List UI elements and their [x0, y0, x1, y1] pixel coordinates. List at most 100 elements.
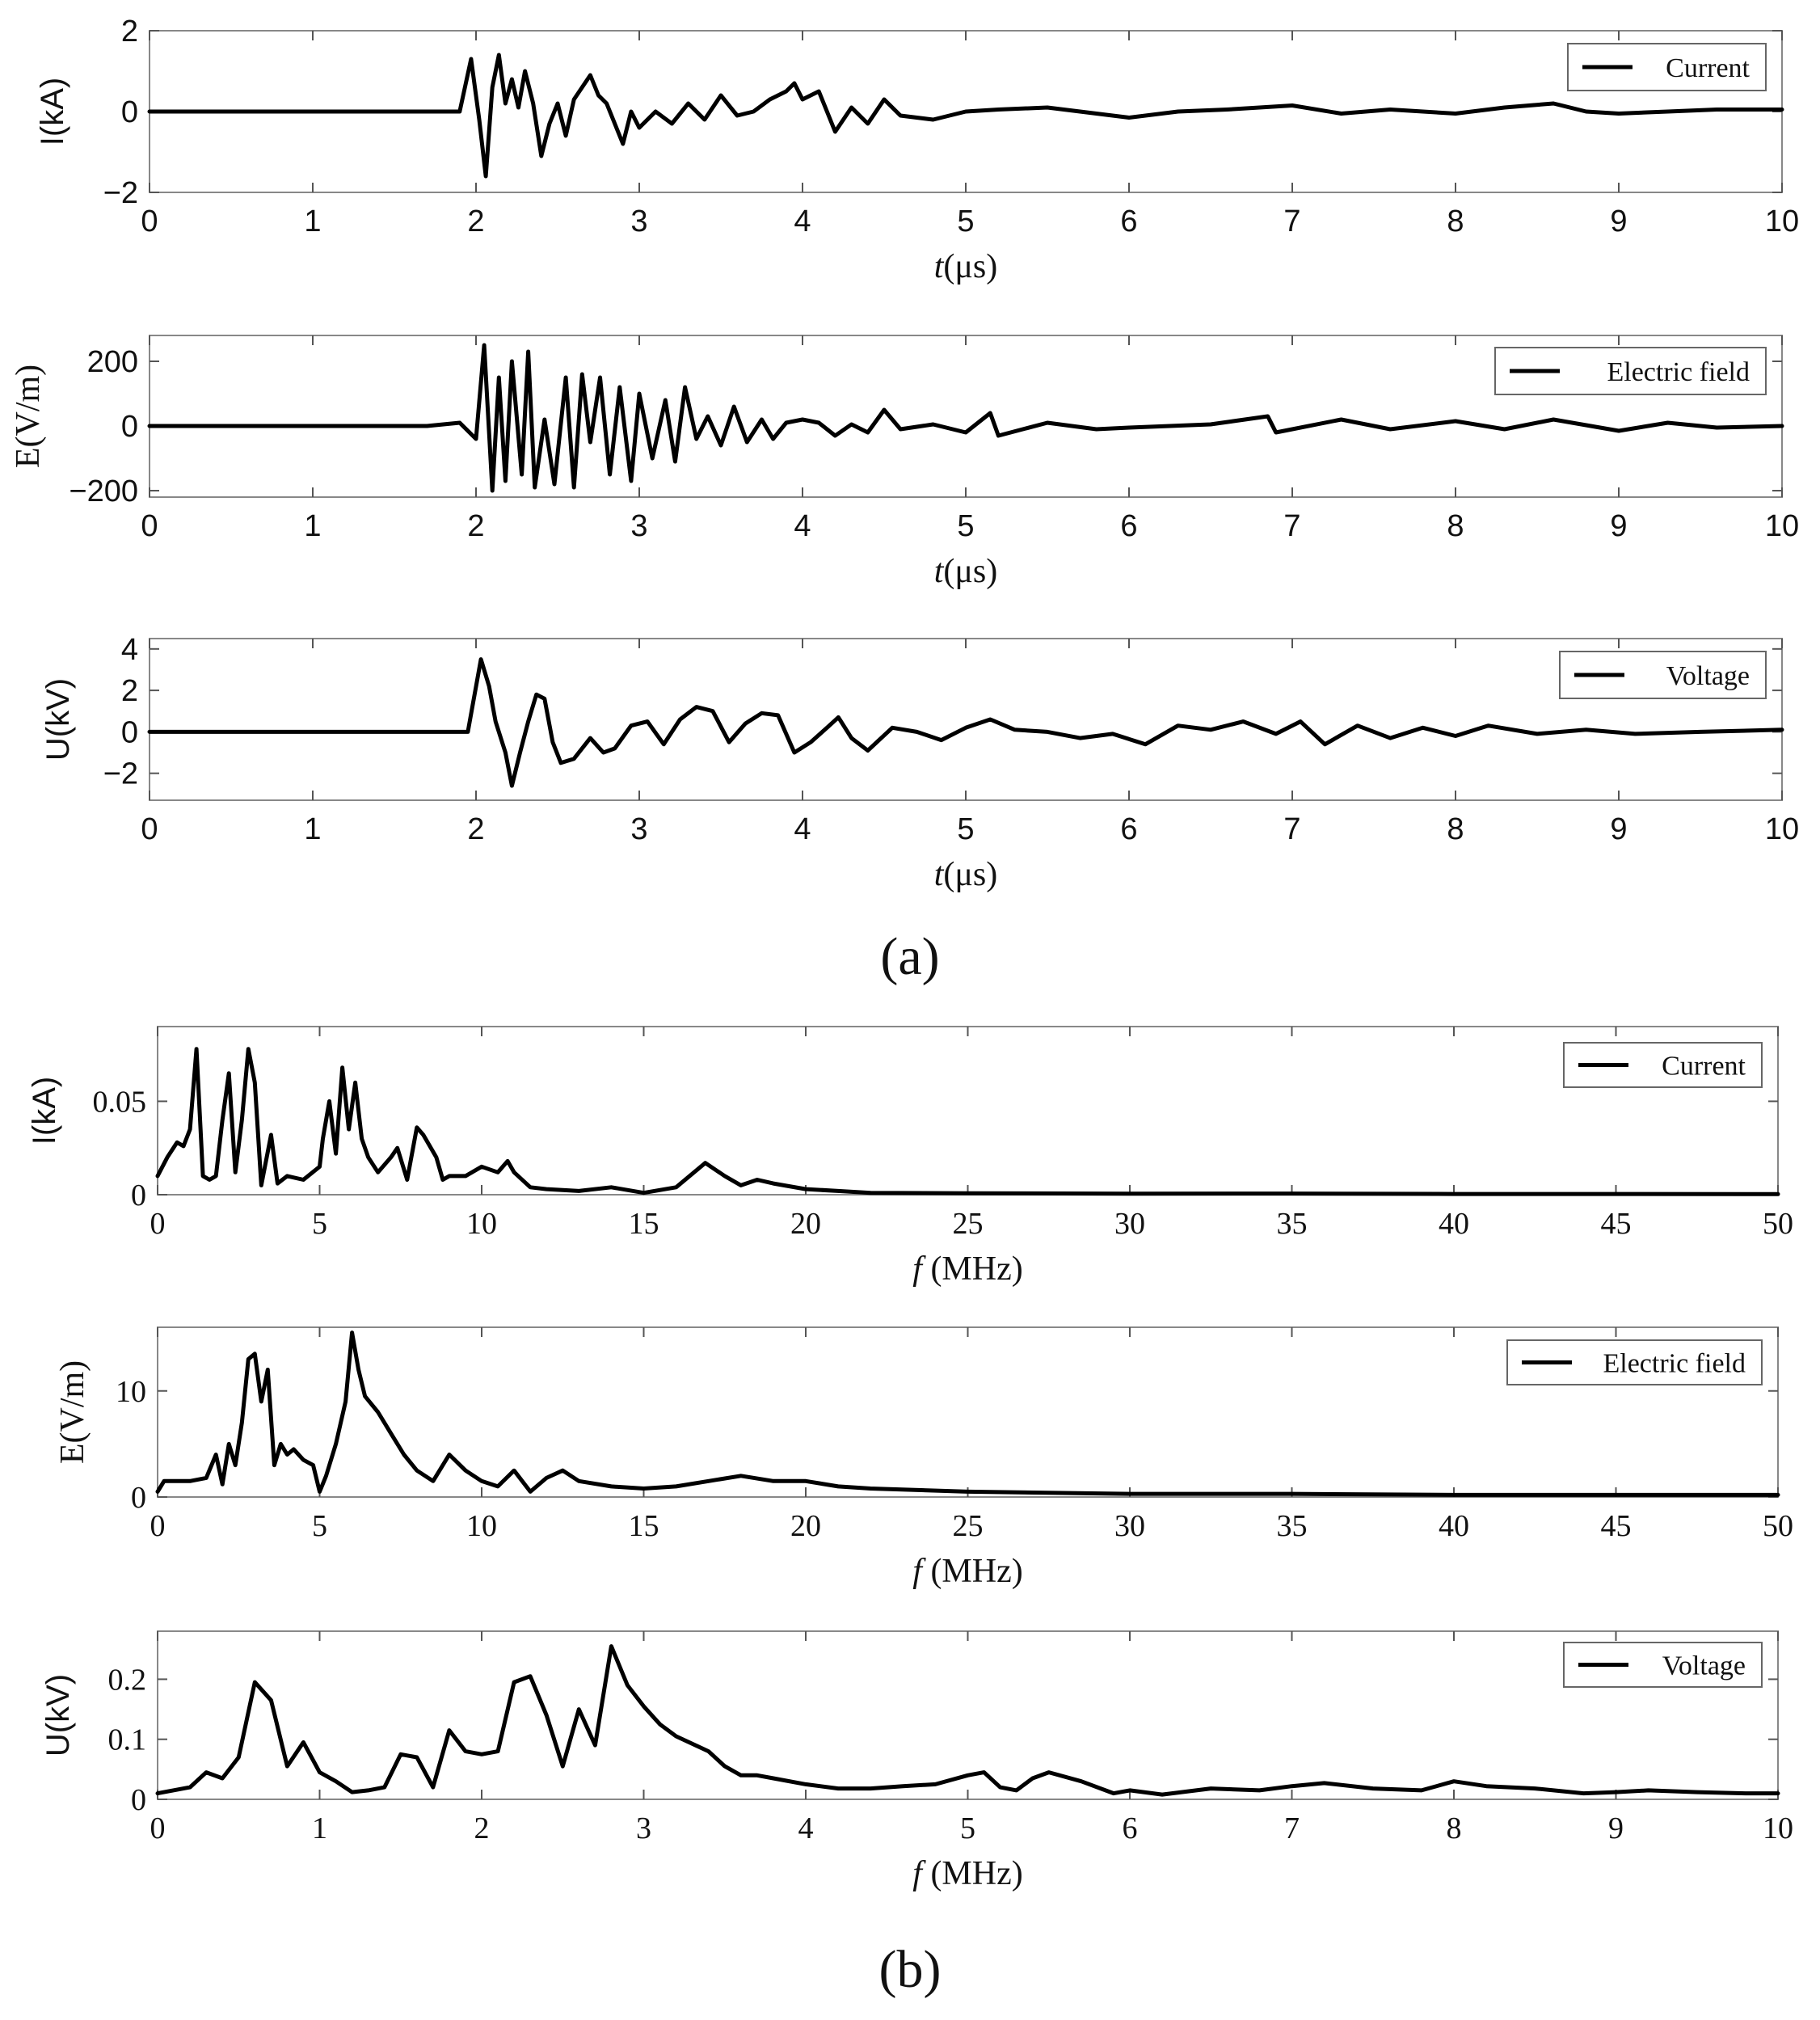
- x-tick-label: 8: [1447, 812, 1464, 846]
- x-axis-label: t(μs): [934, 856, 998, 893]
- y-tick-label: 2: [121, 674, 138, 708]
- series-line-current: [147, 53, 1784, 179]
- y-tick-label: −2: [103, 757, 138, 791]
- x-tick-label: 0: [141, 812, 158, 846]
- x-axis-label: t(μs): [934, 248, 998, 285]
- x-tick-label: 45: [1601, 1509, 1632, 1543]
- x-tick-label: 0: [150, 1811, 166, 1845]
- x-tick-label: 5: [957, 812, 974, 846]
- y-tick-label: 0: [131, 1783, 146, 1817]
- x-tick-label: 9: [1608, 1811, 1624, 1845]
- y-tick-label: 0: [131, 1481, 146, 1515]
- y-tick-label: 0.1: [108, 1723, 147, 1757]
- y-tick-label: 0: [121, 410, 138, 444]
- x-tick-label: 10: [466, 1509, 497, 1543]
- y-axis-label: I(kA): [35, 78, 70, 145]
- series-line-voltage: [155, 1644, 1780, 1797]
- x-tick-label: 7: [1283, 509, 1300, 543]
- y-tick-label: 0: [131, 1179, 146, 1212]
- x-tick-label: 3: [630, 509, 647, 543]
- x-axis-label-unit: (μs): [943, 856, 997, 893]
- legend: Voltage: [1563, 1642, 1763, 1688]
- legend-box: [1563, 1042, 1763, 1088]
- x-tick-label: 1: [304, 205, 321, 238]
- x-tick-label: 6: [1123, 1811, 1138, 1845]
- x-tick-label: 10: [1765, 205, 1799, 238]
- chart-6: 0 1 2 3 4 5 6 7 8 9 10 0.2 0.1 0 U(kV) f (MHz) Voltage: [40, 1630, 1793, 1892]
- x-tick-label: 7: [1283, 812, 1300, 846]
- x-axis-label: t(μs): [934, 553, 998, 590]
- x-axis-label: f (MHz): [912, 1855, 1022, 1892]
- x-tick-label: 0: [141, 509, 158, 543]
- x-tick-label: 0: [150, 1509, 166, 1543]
- x-axis-label-unit: (MHz): [922, 1855, 1023, 1892]
- x-tick-label: 5: [957, 205, 974, 238]
- x-tick-label: 30: [1114, 1207, 1145, 1241]
- plot-frame: [157, 1026, 1779, 1196]
- x-tick-label: 5: [312, 1207, 327, 1241]
- legend-label: Current: [1666, 53, 1750, 83]
- legend-label: Voltage: [1666, 661, 1750, 691]
- x-axis-label-variable: t: [934, 248, 945, 285]
- legend: Electric field: [1506, 1339, 1763, 1385]
- panel-label-b: (b): [879, 1940, 942, 1999]
- legend-label: Electric field: [1603, 1349, 1746, 1379]
- x-tick-label: 8: [1447, 1811, 1462, 1845]
- x-tick-label: 10: [1765, 509, 1799, 543]
- x-tick-label: 8: [1447, 509, 1464, 543]
- x-tick-label: 6: [1120, 509, 1137, 543]
- legend: Current: [1563, 1042, 1763, 1088]
- x-tick-label: 2: [467, 812, 484, 846]
- x-tick-label: 15: [629, 1207, 659, 1241]
- x-tick-label: 40: [1439, 1207, 1469, 1241]
- legend-box: [1563, 1642, 1763, 1688]
- legend: Electric field: [1494, 347, 1767, 395]
- x-tick-label: 4: [794, 509, 811, 543]
- series-line-current: [155, 1047, 1780, 1196]
- x-tick-label: 2: [474, 1811, 490, 1845]
- series-line-electric-field: [147, 343, 1784, 493]
- x-tick-label: 1: [304, 812, 321, 846]
- x-tick-label: 3: [630, 205, 647, 238]
- series-line-voltage: [147, 657, 1784, 788]
- y-tick-label: 2: [121, 15, 138, 48]
- x-tick-label: 1: [304, 509, 321, 543]
- y-tick-label: 4: [121, 633, 138, 667]
- x-tick-label: 9: [1610, 812, 1627, 846]
- x-tick-label: 7: [1283, 205, 1300, 238]
- y-axis-label: E(V/m): [10, 365, 47, 468]
- x-tick-label: 20: [790, 1509, 821, 1543]
- x-tick-label: 3: [636, 1811, 651, 1845]
- x-tick-label: 10: [1763, 1811, 1793, 1845]
- x-tick-label: 20: [790, 1207, 821, 1241]
- x-tick-label: 5: [960, 1811, 975, 1845]
- legend-label: Electric field: [1607, 357, 1750, 387]
- legend: Current: [1567, 43, 1767, 91]
- x-tick-label: 6: [1120, 812, 1137, 846]
- x-tick-label: 7: [1284, 1811, 1300, 1845]
- x-tick-label: 2: [467, 509, 484, 543]
- x-axis-label-unit: (μs): [943, 248, 997, 285]
- x-axis-label-variable: t: [934, 856, 945, 893]
- x-tick-label: 2: [467, 205, 484, 238]
- x-tick-label: 4: [794, 812, 811, 846]
- y-axis-label: U(kV): [40, 1674, 76, 1756]
- x-axis-label-unit: (μs): [943, 553, 997, 590]
- y-axis-label: U(kV): [40, 678, 76, 761]
- x-tick-label: 1: [312, 1811, 327, 1845]
- y-tick-label: 0: [121, 715, 138, 749]
- x-tick-label: 10: [466, 1207, 497, 1241]
- x-tick-label: 45: [1601, 1207, 1632, 1241]
- y-tick-label: 200: [87, 345, 138, 379]
- x-tick-label: 9: [1610, 509, 1627, 543]
- legend: Voltage: [1559, 651, 1767, 699]
- x-axis-label: f (MHz): [912, 1553, 1022, 1590]
- y-tick-label: 0: [121, 95, 138, 129]
- panel-label-a: (a): [880, 927, 939, 986]
- legend-label: Voltage: [1662, 1651, 1746, 1681]
- y-tick-label: −200: [69, 474, 138, 508]
- chart-2: 0 1 2 3 4 5 6 7 8 9 102000−200E(V/m)t(μs)Electric …: [10, 335, 1799, 590]
